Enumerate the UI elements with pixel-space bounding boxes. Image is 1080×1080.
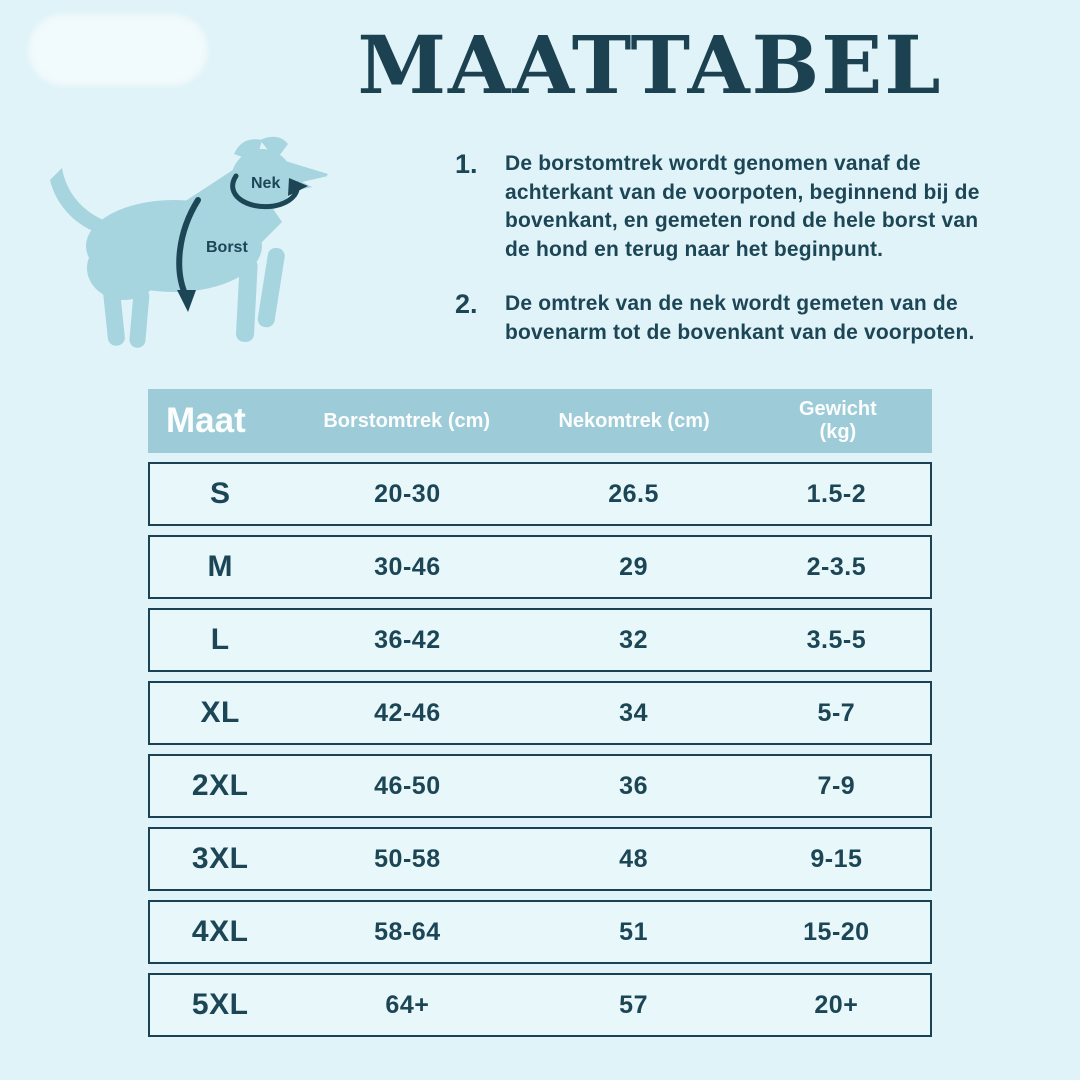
instruction-number: 1. (455, 149, 478, 179)
instruction-item-2: 2. De omtrek van de nek wordt gemeten va… (455, 289, 1000, 347)
header-gewicht: Gewicht (kg) (798, 398, 877, 443)
dog-mouth-notch (302, 176, 328, 192)
cell-weight: 9-15 (810, 844, 863, 873)
dog-measurement-diagram: Nek Borst (36, 130, 356, 380)
watermark-blob (28, 14, 208, 86)
cell-chest: 20-30 (374, 479, 441, 508)
cell-neck: 29 (619, 552, 648, 581)
dog-silhouette-svg: Nek Borst (50, 136, 328, 348)
cell-size: M (207, 550, 233, 583)
cell-neck: 36 (619, 771, 648, 800)
cell-size: 3XL (191, 842, 249, 875)
cell-weight: 20+ (814, 990, 859, 1019)
cell-chest: 50-58 (374, 844, 441, 873)
neck-label: Nek (251, 175, 280, 192)
cell-size: XL (200, 696, 240, 729)
cell-weight: 5-7 (817, 698, 856, 727)
table-row: XL 42-46 34 5-7 (148, 681, 932, 745)
table-row: M 30-46 29 2-3.5 (148, 535, 932, 599)
instruction-text: De omtrek van de nek wordt gemeten van d… (505, 292, 975, 344)
header-borstomtrek: Borstomtrek (cm) (323, 409, 491, 432)
instruction-item-1: 1. De borstomtrek wordt genomen vanaf de… (455, 149, 1000, 264)
cell-chest: 58-64 (374, 917, 441, 946)
instruction-text: De borstomtrek wordt genomen vanaf de ac… (505, 152, 980, 261)
table-row: 4XL 58-64 51 15-20 (148, 900, 932, 964)
neck-arrow-icon (230, 173, 300, 210)
cell-size: 4XL (191, 915, 249, 948)
instructions-list: 1. De borstomtrek wordt genomen vanaf de… (455, 149, 1000, 373)
cell-neck: 51 (619, 917, 648, 946)
cell-weight: 3.5-5 (806, 625, 867, 654)
header-nekomtrek: Nekomtrek (cm) (558, 409, 710, 432)
table-row: 5XL 64+ 57 20+ (148, 973, 932, 1037)
cell-weight: 7-9 (817, 771, 856, 800)
cell-neck: 57 (619, 990, 648, 1019)
table-row: 3XL 50-58 48 9-15 (148, 827, 932, 891)
table-row: 2XL 46-50 36 7-9 (148, 754, 932, 818)
cell-neck: 26.5 (608, 479, 659, 508)
cell-weight: 1.5-2 (806, 479, 867, 508)
cell-chest: 46-50 (374, 771, 441, 800)
size-table: Maat Borstomtrek (cm) Nekomtrek (cm) Gew… (148, 389, 932, 1037)
cell-neck: 48 (619, 844, 648, 873)
cell-weight: 15-20 (803, 917, 870, 946)
table-row: L 36-42 32 3.5-5 (148, 608, 932, 672)
chest-arrowhead (177, 290, 196, 312)
cell-size: 2XL (191, 769, 249, 802)
neck-arrowhead (288, 178, 308, 196)
cell-chest: 42-46 (374, 698, 441, 727)
table-header-row: Maat Borstomtrek (cm) Nekomtrek (cm) Gew… (148, 389, 932, 453)
cell-weight: 2-3.5 (806, 552, 867, 581)
table-row: S 20-30 26.5 1.5-2 (148, 462, 932, 526)
cell-size: 5XL (191, 988, 249, 1021)
cell-chest: 36-42 (374, 625, 441, 654)
dog-silhouette (50, 136, 328, 348)
cell-chest: 30-46 (374, 552, 441, 581)
cell-chest: 64+ (385, 990, 430, 1019)
instruction-number: 2. (455, 289, 478, 320)
page-title: MAATTABEL (357, 18, 943, 112)
chest-label: Borst (206, 239, 248, 256)
cell-neck: 32 (619, 625, 648, 654)
header-maat: Maat (166, 400, 246, 440)
cell-size: S (209, 477, 231, 510)
cell-neck: 34 (619, 698, 648, 727)
chest-arrow-icon (176, 197, 201, 299)
cell-size: L (210, 623, 230, 656)
